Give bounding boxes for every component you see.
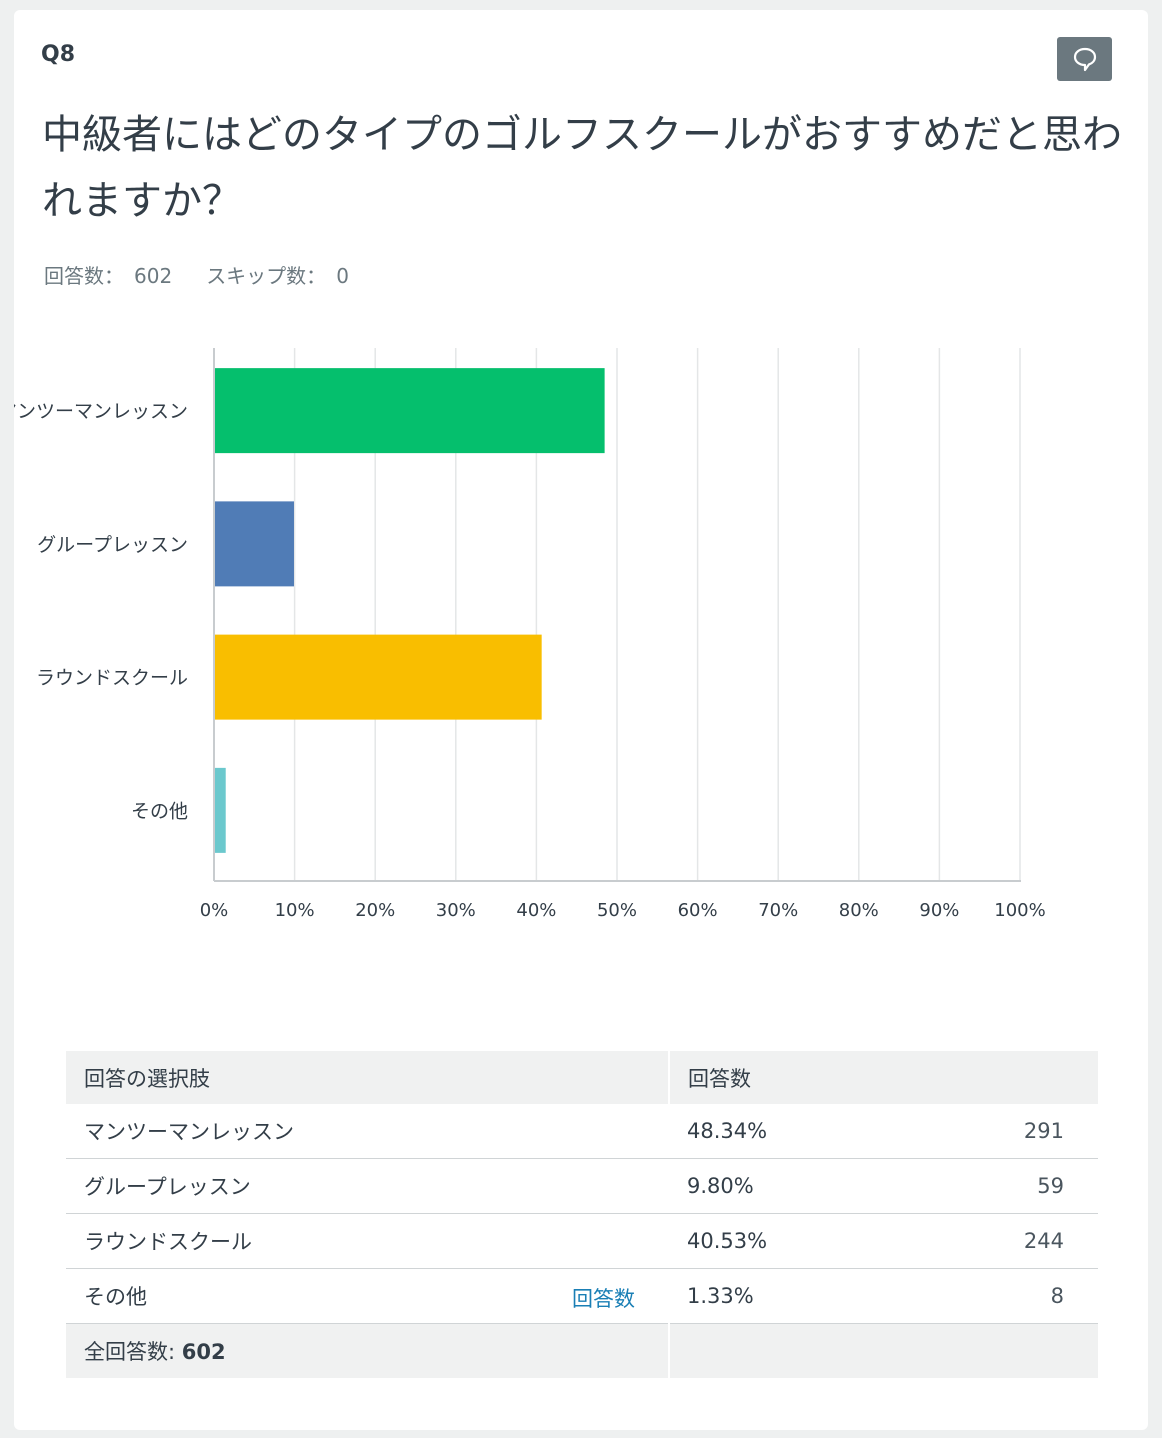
question-title: 中級者にはどのタイプのゴルフスクールがおすすめだと思われますか？ bbox=[42, 112, 1122, 224]
bar bbox=[215, 368, 605, 454]
row-label: マンツーマンレッスン bbox=[66, 1104, 669, 1159]
x-tick-label: 20% bbox=[355, 900, 395, 921]
table-row: マンツーマンレッスン 48.34% 291 bbox=[66, 1104, 1098, 1159]
row-count: 59 bbox=[897, 1158, 1098, 1214]
other-responses-link[interactable]: 回答数 bbox=[572, 1287, 635, 1311]
x-tick-label: 40% bbox=[516, 900, 556, 921]
response-table: 回答の選択肢 回答数 マンツーマンレッスン 48.34% 291 グループレッス… bbox=[66, 1051, 1098, 1378]
bar bbox=[215, 767, 226, 853]
skipped-label: スキップ数： bbox=[206, 264, 327, 288]
x-tick-label: 90% bbox=[919, 900, 959, 921]
skipped-value: 0 bbox=[336, 264, 349, 288]
table-row: グループレッスン 9.80% 59 bbox=[66, 1158, 1098, 1214]
x-tick-label: 70% bbox=[758, 900, 798, 921]
row-count: 244 bbox=[897, 1213, 1098, 1269]
row-label: その他 bbox=[84, 1285, 147, 1309]
question-card: Q8 中級者にはどのタイプのゴルフスクールがおすすめだと思われますか？ 回答数：… bbox=[14, 10, 1148, 1430]
x-tick-label: 50% bbox=[597, 900, 637, 921]
x-tick-label: 100% bbox=[994, 900, 1045, 921]
total-cell: 全回答数: 602 bbox=[66, 1323, 669, 1378]
y-category-label: マンツーマンレッスン bbox=[14, 401, 188, 423]
row-percent: 9.80% bbox=[669, 1158, 897, 1214]
comment-button[interactable] bbox=[1057, 37, 1112, 81]
row-count: 291 bbox=[897, 1104, 1098, 1159]
x-tick-label: 30% bbox=[436, 900, 476, 921]
row-percent: 40.53% bbox=[669, 1213, 897, 1269]
total-empty-cell bbox=[668, 1323, 1098, 1378]
table-row: その他 回答数 1.33% 8 bbox=[66, 1268, 1098, 1324]
y-category-label: グループレッスン bbox=[37, 534, 188, 556]
bar bbox=[215, 634, 542, 720]
row-cell-other: その他 回答数 bbox=[66, 1268, 669, 1324]
header-choice: 回答の選択肢 bbox=[66, 1051, 669, 1104]
answered-value: 602 bbox=[134, 264, 173, 288]
table-row: ラウンドスクール 40.53% 244 bbox=[66, 1213, 1098, 1269]
y-category-label: その他 bbox=[131, 800, 188, 822]
answered-label: 回答数： bbox=[44, 264, 124, 288]
bar bbox=[215, 501, 294, 587]
x-tick-label: 80% bbox=[839, 900, 879, 921]
x-tick-label: 60% bbox=[678, 900, 718, 921]
total-row: 全回答数: 602 bbox=[66, 1323, 1098, 1378]
total-value: 602 bbox=[181, 1340, 226, 1364]
response-stats: 回答数： 602 スキップ数： 0 bbox=[44, 260, 349, 289]
row-count: 8 bbox=[897, 1268, 1098, 1324]
question-number: Q8 bbox=[41, 42, 76, 67]
header-responses: 回答数 bbox=[668, 1051, 1098, 1104]
speech-bubble-icon bbox=[1073, 47, 1096, 72]
answered-stat: 回答数： 602 bbox=[44, 260, 172, 289]
row-label: ラウンドスクール bbox=[66, 1213, 669, 1269]
row-percent: 48.34% bbox=[669, 1104, 897, 1159]
total-label: 全回答数: bbox=[84, 1340, 176, 1364]
row-label: グループレッスン bbox=[66, 1158, 669, 1214]
skipped-stat: スキップ数： 0 bbox=[206, 260, 349, 289]
y-category-label: ラウンドスクール bbox=[36, 667, 188, 689]
row-percent: 1.33% bbox=[669, 1268, 897, 1324]
x-tick-label: 0% bbox=[200, 900, 229, 921]
bar-chart: 0% 10% 20% 30% 40% 50% 60% 70% 80% 90% 100% マンツーマンレ… bbox=[14, 348, 1046, 921]
table-header-row: 回答の選択肢 回答数 bbox=[66, 1051, 1098, 1104]
x-tick-label: 10% bbox=[275, 900, 315, 921]
